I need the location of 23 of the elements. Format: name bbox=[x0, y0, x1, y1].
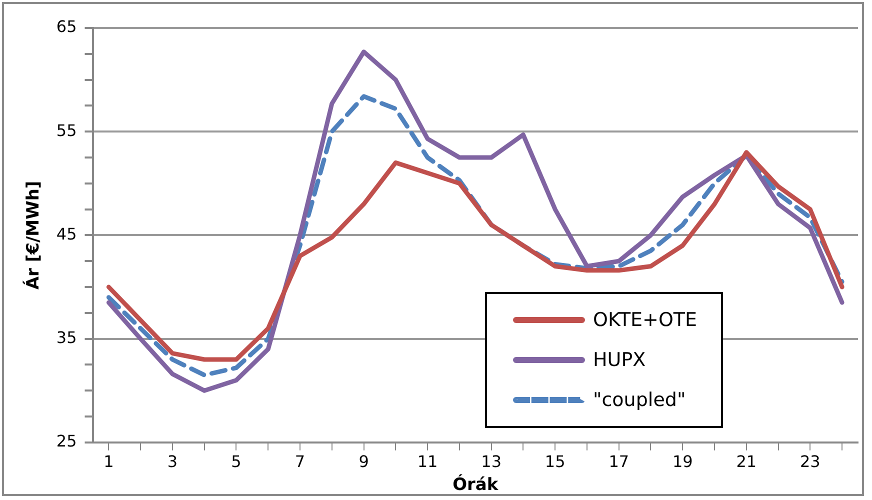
y-axis-title: Ár [€/MWh] bbox=[22, 180, 44, 290]
x-tick-label: 15 bbox=[544, 452, 566, 472]
x-tick-label: 1 bbox=[104, 452, 114, 472]
y-tick-label: 55 bbox=[56, 120, 77, 140]
y-tick-label: 45 bbox=[56, 224, 77, 244]
legend-label: OKTE+OTE bbox=[593, 309, 698, 331]
x-axis-title: Órák bbox=[452, 474, 499, 496]
y-tick-label: 25 bbox=[56, 432, 77, 451]
y-tick-label: 35 bbox=[56, 328, 77, 347]
x-tick-label: 17 bbox=[608, 452, 630, 472]
x-tick-label: 3 bbox=[167, 452, 178, 472]
legend-label: "coupled" bbox=[593, 389, 686, 411]
x-tick-label: 23 bbox=[800, 452, 820, 472]
x-tick-label: 7 bbox=[294, 452, 306, 472]
line-series bbox=[106, 94, 844, 378]
y-tick-label: 65 bbox=[56, 17, 77, 36]
x-tick-label: 13 bbox=[481, 452, 502, 472]
x-tick-label: 9 bbox=[358, 452, 369, 472]
x-tick-label: 21 bbox=[736, 452, 757, 472]
legend-label: HUPX bbox=[593, 349, 646, 371]
x-tick-label: 5 bbox=[231, 452, 242, 472]
x-tick-label: 11 bbox=[417, 452, 438, 472]
x-tick-label: 19 bbox=[672, 452, 693, 472]
